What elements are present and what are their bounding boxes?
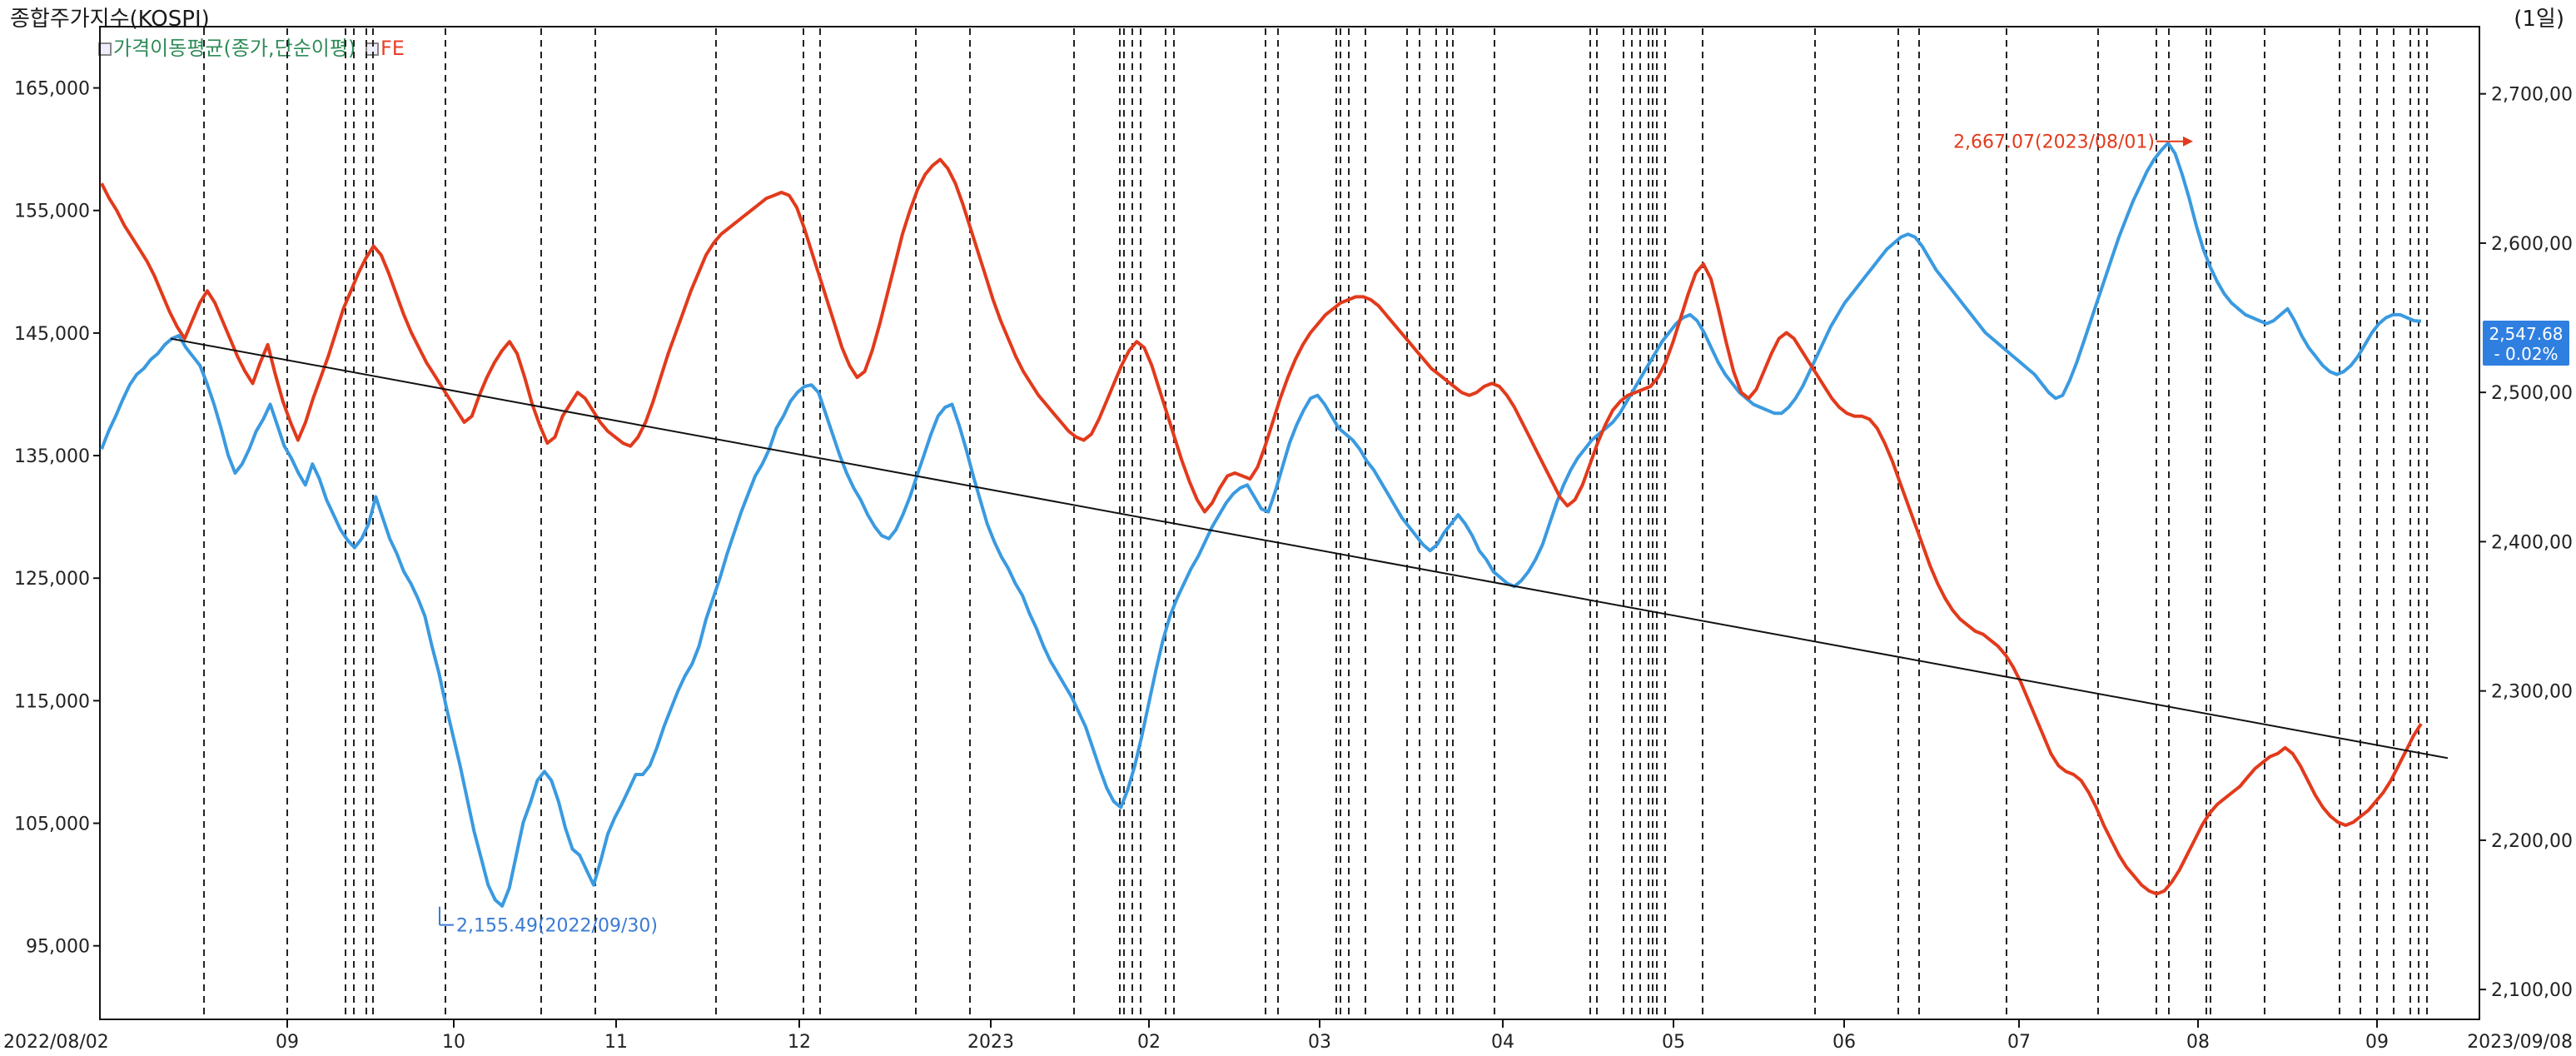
x-tick-label: 09 (2365, 1032, 2389, 1053)
legend-item-ma[interactable]: 가격이동평균(종가,단순이평) (98, 32, 356, 61)
x-axis: 09 10 11 12 2023 02 03 04 05 06 07 08 09 (276, 1019, 2389, 1053)
period-label: (1일) (2514, 7, 2564, 32)
right-tick-label: 2,700,00 (2491, 85, 2573, 106)
series-line-ma[interactable] (100, 141, 2422, 908)
annotations: 2,155.49(2022/09/30) 2,667.07(2023/08/01) (439, 132, 2193, 937)
right-tick-label: 2,100,00 (2491, 980, 2573, 1001)
left-tick-label: 165,000 (14, 79, 90, 100)
last-value: 2,547.68 (2489, 324, 2563, 344)
legend-item-fe[interactable]: FE (365, 37, 405, 60)
annotation-arrow-icon (2183, 136, 2193, 147)
left-axis: 165,000 155,000 145,000 135,000 125,000 115,0… (14, 79, 100, 958)
x-tick-label: 05 (1662, 1032, 1685, 1053)
left-tick-label: 145,000 (14, 324, 90, 345)
x-tick-label: 02 (1137, 1032, 1161, 1053)
x-tick-label: 10 (442, 1032, 465, 1053)
legend: 가격이동평균(종가,단순이평) FE (98, 32, 408, 61)
x-tick-label: 07 (2007, 1032, 2031, 1053)
annotation-high: 2,667.07(2023/08/01) (1953, 132, 2155, 153)
left-tick-label: 95,000 (26, 937, 90, 958)
plot-area (99, 26, 2480, 1020)
annotation-low: 2,155.49(2022/09/30) (456, 916, 658, 937)
event-lines (203, 28, 2428, 1019)
left-tick-label: 155,000 (14, 202, 90, 222)
last-value-badge: 2,547.68 - 0.02% (2483, 321, 2569, 366)
right-axis: 2,700,00 2,600,00 2,500,00 2,400,00 2,300,00… (2479, 85, 2573, 1001)
x-tick-label: 12 (788, 1032, 811, 1053)
legend-label-fe: FE (380, 37, 405, 60)
x-tick-label: 03 (1308, 1032, 1331, 1053)
legend-label-ma: 가격이동평균(종가,단순이평) (113, 37, 356, 60)
x-tick-label: 09 (276, 1032, 299, 1053)
last-change: - 0.02% (2494, 344, 2558, 364)
x-tick-label: 2023 (967, 1032, 1014, 1053)
x-tick-label: 11 (604, 1032, 628, 1053)
x-tick-label: 04 (1491, 1032, 1514, 1053)
x-tick-label: 06 (1833, 1032, 1856, 1053)
left-tick-label: 115,000 (14, 691, 90, 712)
legend-checkbox-icon[interactable] (365, 42, 379, 56)
right-tick-label: 2,400,00 (2491, 532, 2573, 553)
left-tick-label: 135,000 (14, 446, 90, 467)
left-tick-label: 125,000 (14, 569, 90, 590)
right-tick-label: 2,300,00 (2491, 682, 2573, 703)
x-end-label: 2023/09/08 (2467, 1032, 2573, 1053)
right-tick-label: 2,200,00 (2491, 831, 2573, 852)
trend-line[interactable] (170, 337, 2449, 760)
x-start-label: 2022/08/02 (3, 1032, 109, 1053)
right-tick-label: 2,500,00 (2491, 383, 2573, 404)
left-tick-label: 105,000 (14, 814, 90, 835)
x-tick-label: 08 (2186, 1032, 2210, 1053)
series-line-fe[interactable] (100, 157, 2423, 896)
right-tick-label: 2,600,00 (2491, 234, 2573, 255)
